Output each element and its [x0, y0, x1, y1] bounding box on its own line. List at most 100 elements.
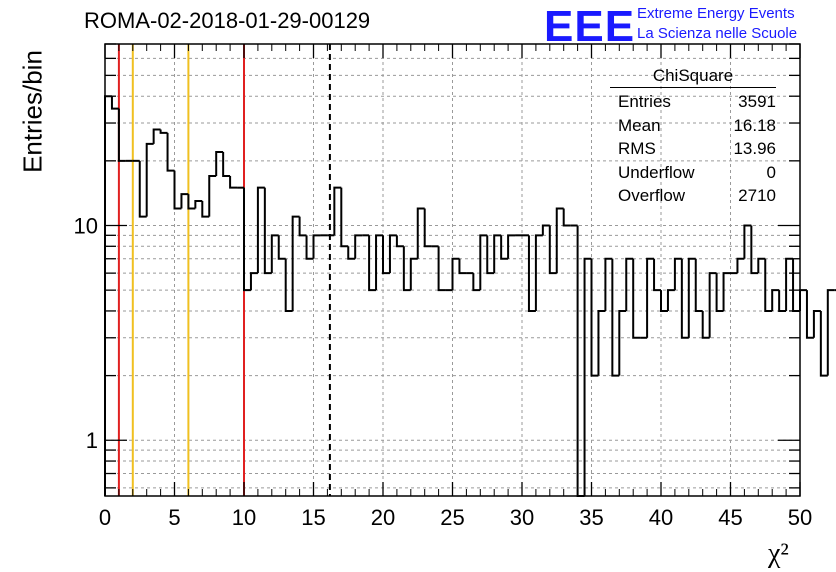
- histogram-bin: [375, 234, 383, 291]
- histogram-bin: [472, 273, 481, 292]
- histogram-bin: [764, 258, 773, 312]
- histogram-bin: [757, 257, 766, 274]
- stat-row-underflow: Underflow 0: [610, 161, 776, 185]
- histogram-bin: [646, 257, 655, 338]
- histogram-bin: [298, 216, 307, 237]
- histogram-bin: [750, 225, 759, 275]
- x-tick-label: 5: [168, 505, 180, 530]
- histogram-bin: [715, 273, 724, 312]
- histogram-bin: [680, 258, 689, 339]
- histogram-bin: [110, 96, 119, 110]
- histogram-bin: [660, 290, 668, 312]
- histogram-bin: [215, 150, 224, 176]
- histogram-bin: [778, 290, 787, 312]
- x-tick-label: 45: [718, 505, 742, 530]
- histogram-bin: [208, 174, 217, 217]
- histogram-bin: [409, 257, 418, 291]
- stat-label: Overflow: [618, 186, 686, 205]
- histogram-bin: [284, 258, 293, 312]
- histogram-bin: [507, 234, 516, 259]
- histogram-bin: [590, 258, 599, 377]
- histogram-bin: [180, 193, 189, 209]
- x-tick-label: 50: [788, 505, 812, 530]
- histogram-bin: [632, 258, 641, 339]
- logo-line-2: La Scienza nelle Scuole: [637, 25, 798, 42]
- y-tick-label: 10: [74, 213, 98, 238]
- histogram-bin: [534, 234, 543, 311]
- y-tick-label: 1: [86, 428, 98, 453]
- eee-logo: EEE: [544, 2, 636, 51]
- histogram-bin: [625, 257, 634, 311]
- logo-line-1: Extreme Energy Events: [637, 5, 795, 22]
- grid: [104, 43, 801, 496]
- histogram-bin: [812, 309, 821, 338]
- histogram-bin: [347, 246, 356, 260]
- histogram-bin: [708, 272, 717, 338]
- histogram-bin: [493, 234, 502, 274]
- histogram-bin: [222, 151, 231, 177]
- histogram-bin: [611, 258, 620, 377]
- histogram-bin: [458, 258, 467, 275]
- histogram-bin: [138, 160, 147, 218]
- x-tick-label: 40: [649, 505, 673, 530]
- histogram-bin: [653, 258, 661, 292]
- histogram-bin: [382, 235, 390, 275]
- stat-row-overflow: Overflow 2710: [610, 184, 776, 208]
- x-tick-label: 25: [440, 505, 464, 530]
- histogram-bin: [694, 258, 703, 312]
- stat-value: 13.96: [733, 139, 776, 158]
- histogram-bin: [673, 257, 682, 291]
- histogram-bin: [159, 129, 168, 134]
- histogram-bin: [263, 187, 272, 275]
- stat-value: 3591: [738, 92, 776, 111]
- stat-row-mean: Mean 16.18: [610, 114, 776, 138]
- histogram-bin: [201, 201, 210, 218]
- stat-value: 0: [766, 162, 776, 182]
- histogram-bin: [736, 257, 745, 274]
- y-axis-label: Entries/bin: [17, 50, 48, 173]
- histogram-bin: [104, 95, 112, 496]
- histogram-bin: [722, 272, 731, 311]
- histogram-bin: [305, 235, 314, 260]
- stat-label: Underflow: [618, 162, 695, 182]
- histogram: [104, 95, 836, 497]
- histogram-bin: [243, 187, 251, 292]
- histogram-bin: [368, 235, 377, 292]
- histogram-bin: [479, 234, 488, 291]
- histogram-bin: [229, 175, 238, 189]
- x-tick-label: 20: [371, 505, 395, 530]
- chart-title: ROMA-02-2018-01-29-00129: [84, 8, 371, 33]
- histogram-bin: [583, 257, 592, 496]
- histogram-bin: [799, 289, 807, 311]
- histogram-bin: [527, 235, 536, 312]
- histogram-bin: [771, 289, 780, 311]
- histogram-bin: [423, 208, 432, 248]
- histogram-bin: [743, 224, 752, 259]
- histogram-bin: [402, 246, 411, 292]
- histogram-bin: [333, 186, 342, 236]
- histogram-bin: [145, 142, 154, 217]
- histogram-bin: [256, 186, 265, 274]
- histogram-bin: [792, 258, 800, 312]
- histogram-bin: [166, 132, 175, 172]
- x-tick-label: 0: [99, 505, 111, 530]
- histogram-bin: [437, 246, 446, 292]
- histogram-bin: [562, 208, 571, 227]
- stat-label: Entries: [618, 92, 671, 111]
- stat-row-rms: RMS 13.96: [610, 137, 776, 161]
- histogram-bin: [312, 234, 321, 259]
- histogram-bin: [395, 235, 404, 248]
- histogram-bin: [194, 200, 203, 209]
- histogram-bin: [597, 309, 606, 376]
- histogram-bin: [486, 235, 495, 275]
- histogram-bin: [618, 309, 627, 376]
- histogram-bin: [451, 257, 460, 291]
- histogram-bin: [416, 207, 425, 259]
- stat-label: RMS: [618, 139, 656, 158]
- x-tick-label: 35: [579, 505, 603, 530]
- histogram-bin: [576, 225, 585, 497]
- histogram-bin: [152, 128, 161, 144]
- histogram-bin: [548, 225, 557, 275]
- x-tick-label: 10: [232, 505, 256, 530]
